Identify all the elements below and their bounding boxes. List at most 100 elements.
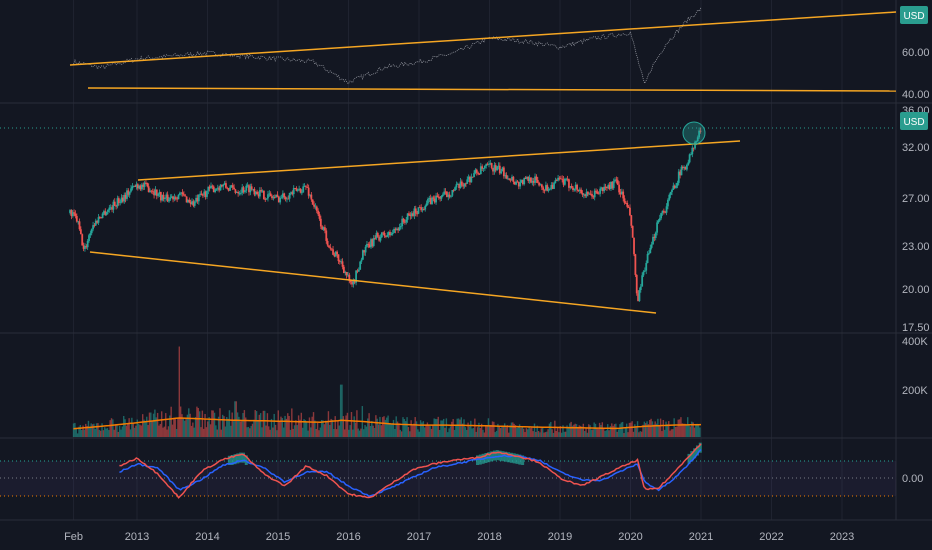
volume-bar-79	[179, 406, 182, 437]
candle-body-167	[295, 188, 298, 191]
volume-bar-10	[86, 426, 88, 437]
candle-body-429	[650, 244, 653, 248]
candle-body-50	[136, 184, 139, 189]
candle-body-13	[86, 240, 89, 248]
candle-body-391	[599, 188, 602, 194]
volume-bar-30	[113, 429, 115, 437]
volume-bar-269	[437, 416, 439, 437]
time-label-2014: 2014	[195, 531, 219, 543]
volume-bar-257	[421, 422, 423, 437]
main-tick-17-5: 17.50	[902, 322, 930, 334]
volume-bar-223	[375, 415, 377, 437]
volume-bar-24	[105, 428, 107, 437]
candle-body-84	[183, 194, 185, 196]
candle-body-374	[576, 184, 578, 190]
usd-badge-main-text: USD	[903, 117, 924, 128]
main-price-pane[interactable]	[0, 121, 896, 314]
candle-body-310	[489, 163, 492, 165]
volume-bar-78	[178, 346, 180, 437]
candle-body-74	[169, 197, 172, 200]
candle-body-104	[210, 185, 212, 189]
candle-body-75	[170, 196, 173, 198]
volume-bar-423	[646, 421, 648, 437]
volume-bar-278	[449, 426, 452, 437]
usd-badge-main[interactable]: USD	[900, 112, 928, 130]
volume-bar-289	[464, 427, 467, 437]
volume-bar-152	[278, 420, 281, 437]
usd-badge-top[interactable]: USD	[900, 6, 928, 24]
candle-body-347	[539, 184, 542, 186]
volume-bar-265	[432, 424, 434, 437]
osc-hist-bar-21	[515, 453, 519, 464]
volume-bar-457	[692, 422, 694, 437]
candle-body-119	[230, 185, 233, 188]
candle-body-339	[528, 177, 531, 182]
volume-bar-455	[689, 426, 692, 437]
candle-body-126	[239, 192, 242, 194]
candle-body-322	[505, 175, 508, 179]
volume-bar-301	[480, 423, 483, 437]
top-trendline-upper[interactable]	[69, 11, 897, 66]
top-trendline-lower[interactable]	[87, 87, 897, 92]
candle-body-147	[268, 193, 271, 195]
volume-bar-387	[597, 428, 599, 437]
volume-bar-114	[227, 418, 229, 437]
candle-body-309	[488, 164, 490, 165]
candle-body-415	[631, 225, 634, 238]
volume-bar-411	[630, 422, 632, 437]
volume-bar-211	[358, 430, 361, 437]
oscillator-pane[interactable]	[0, 442, 896, 499]
candle-body-103	[208, 186, 211, 189]
candle-body-236	[389, 231, 391, 236]
candle-body-278	[446, 191, 448, 197]
candle-body-413	[629, 207, 631, 216]
volume-bar-215	[364, 424, 366, 437]
volume-bar-364	[566, 425, 568, 437]
candle-body-139	[257, 194, 260, 197]
candle-body-299	[474, 169, 477, 174]
volume-bar-431	[657, 418, 659, 437]
volume-bar-320	[506, 425, 509, 437]
volume-bar-288	[463, 419, 465, 437]
candle-body-87	[187, 199, 189, 203]
volume-bar-333	[524, 432, 526, 437]
volume-bar-445	[676, 426, 678, 437]
main-trendline-upper[interactable]	[137, 140, 741, 181]
price-axis[interactable]: USD 60.00 40.00 36.00 USD 32.00 27.00 23…	[900, 6, 930, 485]
candle-body-292	[465, 183, 467, 185]
volume-bar-5	[79, 425, 82, 437]
candle-body-136	[253, 188, 256, 195]
highlight-circle[interactable]	[682, 121, 706, 145]
volume-bar-230	[384, 419, 387, 437]
candle-body-239	[393, 228, 395, 233]
volume-bar-135	[255, 411, 258, 437]
candle-body-311	[490, 163, 493, 168]
candle-body-296	[470, 176, 473, 183]
volume-bar-321	[508, 432, 510, 437]
candle-body-324	[508, 178, 511, 180]
top-price-pane[interactable]	[69, 7, 897, 92]
candle-body-43	[127, 190, 130, 195]
candle-body-207	[349, 280, 352, 283]
volume-bar-436	[663, 429, 666, 437]
volume-bar-84	[186, 414, 189, 437]
candle-body-178	[310, 194, 313, 200]
volume-bar-110	[221, 414, 224, 437]
volume-bar-374	[579, 425, 582, 437]
candle-body-85	[184, 195, 187, 197]
volume-bar-245	[405, 421, 407, 437]
candle-body-201	[341, 261, 344, 267]
pane-separators	[0, 0, 932, 521]
candle-body-16	[90, 229, 93, 234]
main-trendline-lower[interactable]	[89, 251, 657, 314]
volume-pane[interactable]	[72, 346, 702, 437]
volume-bar-32	[116, 424, 118, 437]
candle-body-96	[199, 193, 202, 195]
candle-body-344	[535, 176, 538, 180]
time-axis[interactable]: Feb 2013 2014 2015 2016 2017 2018 2019 2020 2021 2…	[64, 531, 854, 543]
volume-bar-328	[517, 426, 519, 437]
volume-bar-118	[232, 421, 235, 437]
candle-body-397	[607, 184, 610, 189]
candle-body-285	[455, 184, 458, 188]
